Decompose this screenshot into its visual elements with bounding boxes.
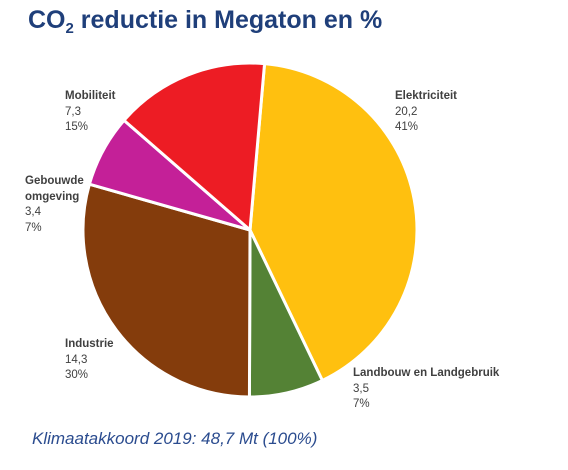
slice-label-industrie: Industrie 14,3 30% [65,338,114,381]
slice-label-mobiliteit: Mobiliteit 7,3 15% [65,90,116,133]
pie-slice-elektriciteit [248,62,419,383]
chart-title: CO2 reductie in Megaton en % [28,6,383,37]
pie-slice-industrie [81,182,252,399]
slice-label-landbouw: Landbouw en Landgebruik 3,5 7% [353,367,500,410]
footer-note: Klimaatakkoord 2019: 48,7 Mt (100%) [32,429,318,448]
pie-slice-mobiliteit [122,61,267,232]
slice-label-elektriciteit: Elektriciteit 20,2 41% [395,90,457,133]
slice-label-gebouwde-omgeving: Gebouwde omgeving 3,4 7% [25,175,84,234]
